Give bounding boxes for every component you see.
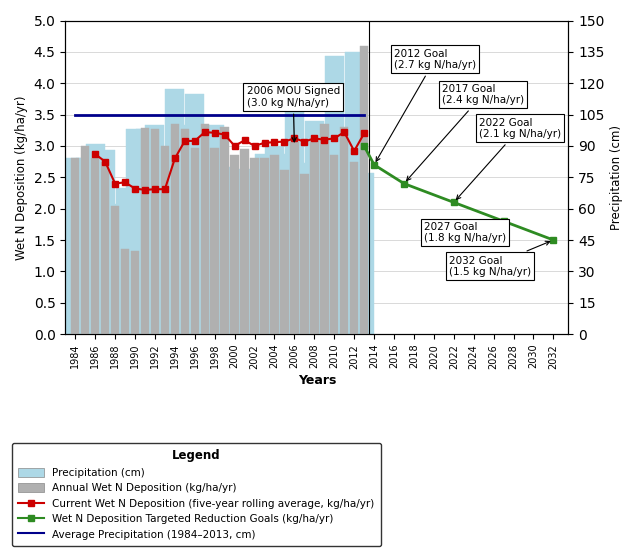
Bar bbox=[235, 169, 254, 334]
Y-axis label: Precipitation (cm): Precipitation (cm) bbox=[610, 125, 623, 230]
Bar bbox=[255, 154, 274, 334]
Text: 2022 Goal
(2.1 kg N/ha/yr): 2022 Goal (2.1 kg N/ha/yr) bbox=[456, 117, 561, 199]
Bar bbox=[101, 161, 109, 334]
Bar bbox=[290, 142, 299, 334]
Bar bbox=[225, 171, 244, 334]
Bar bbox=[335, 171, 353, 334]
Bar bbox=[185, 94, 204, 334]
Y-axis label: Wet N Deposition (kg/ha/yr): Wet N Deposition (kg/ha/yr) bbox=[15, 95, 28, 260]
Text: 2027 Goal
(1.8 kg N/ha/yr): 2027 Goal (1.8 kg N/ha/yr) bbox=[424, 222, 506, 244]
Bar bbox=[66, 159, 85, 334]
Bar bbox=[91, 159, 100, 334]
Bar bbox=[121, 250, 130, 334]
Bar bbox=[126, 129, 144, 334]
Bar bbox=[106, 204, 124, 334]
Bar bbox=[250, 159, 259, 334]
Legend: Precipitation (cm), Annual Wet N Deposition (kg/ha/yr), Current Wet N Deposition: Precipitation (cm), Annual Wet N Deposit… bbox=[11, 443, 381, 546]
Bar bbox=[175, 125, 195, 334]
X-axis label: Years: Years bbox=[297, 374, 336, 387]
Bar bbox=[181, 129, 189, 334]
Bar bbox=[165, 89, 184, 334]
Bar bbox=[221, 127, 229, 334]
Bar bbox=[205, 125, 224, 334]
Bar bbox=[275, 154, 294, 334]
Bar bbox=[280, 170, 288, 334]
Bar bbox=[245, 171, 264, 334]
Bar bbox=[345, 52, 364, 334]
Text: 2032 Goal
(1.5 kg N/ha/yr): 2032 Goal (1.5 kg N/ha/yr) bbox=[449, 241, 550, 277]
Bar bbox=[315, 146, 334, 334]
Bar bbox=[260, 159, 269, 334]
Bar bbox=[350, 161, 359, 334]
Bar bbox=[215, 167, 234, 334]
Text: 2012 Goal
(2.7 kg N/ha/yr): 2012 Goal (2.7 kg N/ha/yr) bbox=[376, 48, 476, 161]
Bar bbox=[241, 149, 249, 334]
Bar bbox=[170, 124, 179, 334]
Bar bbox=[135, 129, 154, 334]
Bar bbox=[355, 173, 374, 334]
Bar bbox=[141, 128, 149, 334]
Bar bbox=[230, 155, 239, 334]
Bar bbox=[191, 148, 199, 334]
Bar bbox=[200, 124, 209, 334]
Bar bbox=[300, 174, 309, 334]
Bar bbox=[265, 146, 284, 334]
Bar bbox=[115, 188, 135, 334]
Bar bbox=[111, 206, 119, 334]
Bar bbox=[81, 146, 89, 334]
Bar bbox=[131, 251, 139, 334]
Bar bbox=[76, 159, 94, 334]
Bar bbox=[330, 155, 339, 334]
Bar bbox=[151, 129, 159, 334]
Bar bbox=[156, 252, 174, 334]
Bar bbox=[161, 146, 169, 334]
Bar bbox=[325, 56, 344, 334]
Text: 2017 Goal
(2.4 kg N/ha/yr): 2017 Goal (2.4 kg N/ha/yr) bbox=[406, 84, 524, 181]
Bar bbox=[85, 144, 105, 334]
Bar bbox=[271, 155, 279, 334]
Bar bbox=[96, 150, 115, 334]
Bar bbox=[71, 159, 80, 334]
Text: 2006 MOU Signed
(3.0 kg N/ha/yr): 2006 MOU Signed (3.0 kg N/ha/yr) bbox=[246, 86, 340, 142]
Bar bbox=[295, 163, 314, 334]
Bar bbox=[211, 148, 219, 334]
Bar bbox=[195, 131, 214, 334]
Bar bbox=[340, 127, 348, 334]
Bar bbox=[310, 139, 318, 334]
Bar bbox=[305, 121, 324, 334]
Bar bbox=[285, 112, 304, 334]
Bar bbox=[320, 124, 329, 334]
Bar bbox=[360, 46, 368, 334]
Bar bbox=[145, 125, 165, 334]
